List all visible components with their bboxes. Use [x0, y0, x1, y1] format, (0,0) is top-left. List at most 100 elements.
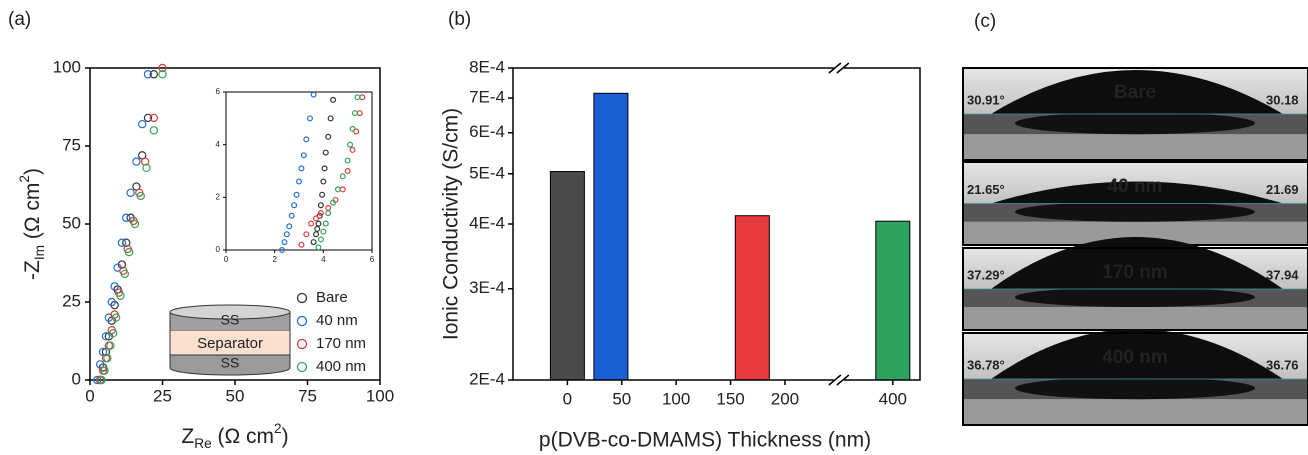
- data-point: [100, 366, 109, 375]
- data-point: [347, 141, 354, 148]
- droplet: [991, 70, 1283, 114]
- angle-right: 36.76: [1266, 357, 1299, 372]
- axis-label: -ZIm (Ω cm2): [17, 168, 47, 280]
- droplet: [991, 181, 1283, 204]
- data-point: [320, 228, 327, 235]
- y-tick-label: 7E-4: [469, 88, 505, 107]
- data-point: [293, 191, 300, 198]
- data-point: [143, 70, 153, 79]
- legend-label: Bare: [316, 289, 348, 306]
- x-tick-label: 50: [612, 389, 631, 408]
- data-point: [317, 202, 324, 209]
- bar: [593, 92, 629, 381]
- data-point: [126, 188, 135, 197]
- legend-label: 170 nm: [316, 335, 366, 352]
- x-tick-label: 25: [153, 386, 172, 405]
- data-point: [349, 146, 356, 153]
- y-axis-label: Ionic Conductivity (S/cm): [440, 108, 463, 340]
- inset-y-tick-label: 2: [216, 192, 221, 201]
- legend-label: 40 nm: [316, 312, 358, 329]
- droplet: [991, 329, 1283, 379]
- inset-x-tick-label: 0: [224, 255, 229, 264]
- frame-border: [962, 67, 1308, 161]
- angle-left: 36.78°: [967, 357, 1005, 372]
- data-point: [142, 163, 151, 173]
- data-point: [313, 215, 320, 222]
- data-point: [321, 165, 328, 172]
- panel-label: (c): [974, 11, 996, 32]
- data-point: [351, 110, 358, 117]
- bar: [734, 215, 770, 381]
- angle-left: 21.65°: [967, 182, 1005, 197]
- axis-break-mark: [828, 374, 842, 386]
- data-point: [310, 91, 317, 98]
- data-point: [314, 225, 321, 232]
- frame-border: [962, 332, 1308, 426]
- data-point: [317, 210, 324, 217]
- data-point: [158, 70, 167, 79]
- label-part: 2: [274, 421, 282, 436]
- x-tick-label: 200: [771, 389, 799, 408]
- x-tick-label: 50: [226, 386, 245, 405]
- substrate-shadow: [963, 307, 1308, 330]
- data-point: [310, 239, 317, 246]
- data-point: [108, 329, 118, 338]
- x-tick-label: 150: [716, 389, 744, 408]
- data-point: [291, 202, 298, 209]
- axis-break-gap: [833, 64, 844, 72]
- data-point: [354, 94, 361, 101]
- angle-left: 37.29°: [967, 267, 1005, 282]
- data-point: [327, 115, 334, 122]
- data-point: [303, 136, 310, 143]
- data-point: [110, 282, 119, 291]
- data-point: [140, 157, 150, 166]
- axis-label: ZRe (Ω cm2): [181, 421, 288, 451]
- data-point: [122, 238, 131, 247]
- y-tick-label: 0: [72, 369, 81, 388]
- data-point: [117, 238, 127, 247]
- sample-label: Bare: [1114, 82, 1156, 103]
- y-tick-label: 6E-4: [469, 122, 505, 141]
- y-tick-label: 5E-4: [469, 163, 505, 182]
- data-point: [136, 191, 145, 201]
- data-point: [315, 220, 322, 227]
- separator: [169, 329, 291, 356]
- data-point: [149, 126, 158, 135]
- legend-marker: [296, 292, 308, 304]
- droplet-reflection: [1015, 287, 1255, 308]
- data-point: [319, 191, 326, 198]
- inset-x-tick-label: 4: [321, 255, 326, 264]
- droplet-reflection: [1015, 201, 1255, 222]
- label-part: Im: [32, 245, 47, 260]
- axis-break-mark: [836, 374, 850, 386]
- bar: [875, 220, 911, 381]
- x-tick-label: 0: [85, 386, 94, 405]
- label-part: (Ω cm: [212, 425, 274, 448]
- data-point: [278, 247, 285, 254]
- contact-angle-image: [962, 67, 1308, 161]
- substrate-shadow: [963, 221, 1308, 245]
- data-point: [306, 115, 313, 122]
- label-part: 2: [17, 175, 32, 183]
- sample-label: 40 nm: [1108, 176, 1163, 197]
- data-point: [281, 239, 288, 246]
- x-tick-label: 400: [879, 389, 907, 408]
- data-point: [322, 220, 329, 227]
- data-point: [330, 96, 337, 103]
- inset-frame: [225, 91, 373, 251]
- data-point: [330, 199, 337, 206]
- data-point: [303, 231, 310, 238]
- legend-label: 400 nm: [316, 358, 366, 375]
- contact-angle-image: [962, 161, 1308, 246]
- x-tick-label: 100: [662, 389, 690, 408]
- data-point: [296, 178, 303, 185]
- data-point: [149, 113, 158, 123]
- x-tick-label: 75: [298, 386, 317, 405]
- droplet-reflection: [1015, 377, 1255, 400]
- inset-y-tick-label: 4: [216, 140, 221, 149]
- data-point: [132, 157, 141, 166]
- data-point: [124, 247, 134, 257]
- ss-bottom: [170, 355, 290, 368]
